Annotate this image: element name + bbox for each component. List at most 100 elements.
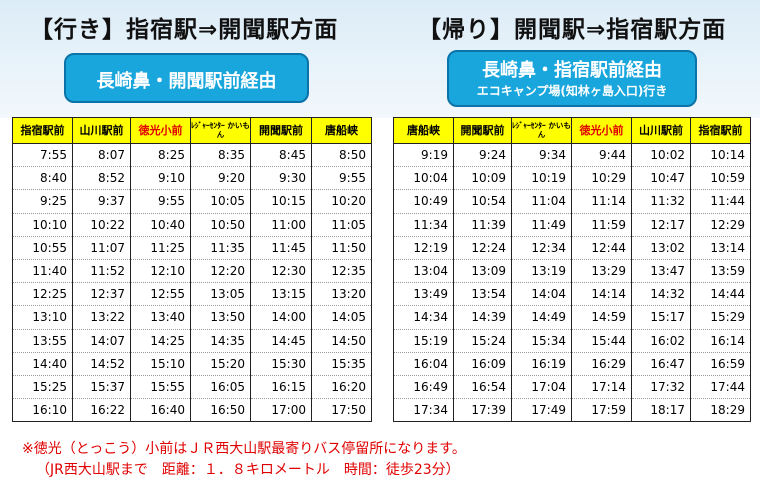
outbound-header-row: 指宿駅前 山川駅前 徳光小前 ﾚｼﾞｬｰｾﾝﾀｰ かいもん 開聞駅前 唐船峡: [12, 117, 372, 144]
outbound-cell: 13:50: [190, 305, 251, 330]
table-row: 13:55 14:07 14:25 14:35 14:45 14:50: [12, 329, 372, 353]
inbound-cell: 9:44: [571, 143, 632, 168]
outbound-cell: 9:55: [311, 166, 372, 191]
outbound-cell: 17:00: [250, 398, 312, 423]
outbound-cell: 9:55: [130, 189, 191, 214]
inbound-cell: 14:49: [511, 305, 572, 330]
outbound-cell: 7:55: [12, 143, 73, 168]
outbound-cell: 15:37: [72, 375, 131, 400]
inbound-cell: 14:34: [393, 305, 454, 330]
outbound-cell: 11:00: [250, 213, 312, 237]
outbound-cell: 8:25: [130, 143, 191, 168]
table-row: 13:49 13:54 14:04 14:14 14:32 14:44: [393, 282, 751, 307]
outbound-cell: 14:40: [12, 352, 73, 376]
inbound-timetable: 唐船峡 開聞駅前 ﾚｼﾞｬｰｾﾝﾀｰ かいもん 徳光小前 山川駅前 指宿駅前 9:19 9:…: [393, 117, 751, 423]
inbound-cell: 16:02: [631, 329, 691, 353]
inbound-cell: 11:14: [571, 189, 632, 214]
table-row: 14:34 14:39 14:49 14:59 15:17 15:29: [393, 305, 751, 330]
outbound-cell: 13:15: [250, 282, 312, 307]
inbound-rows: 9:19 9:24 9:34 9:44 10:02 10:14 10:04 10:09 10:1…: [393, 143, 751, 423]
inbound-cell: 15:34: [511, 329, 572, 353]
outbound-cell: 15:10: [130, 352, 191, 376]
inbound-cell: 16:54: [453, 375, 512, 400]
table-row: 7:55 8:07 8:25 8:35 8:45 8:50: [12, 143, 372, 168]
table-row: 11:40 11:52 12:10 12:20 12:30 12:35: [12, 259, 372, 284]
inbound-cell: 14:32: [631, 282, 691, 307]
outbound-cell: 12:30: [250, 259, 312, 284]
inbound-cell: 13:49: [393, 282, 454, 307]
table-row: 14:40 14:52 15:10 15:20 15:30 15:35: [12, 352, 372, 376]
inbound-cell: 9:24: [453, 143, 512, 168]
outbound-cell: 16:50: [190, 398, 251, 423]
outbound-cell: 12:20: [190, 259, 251, 284]
inbound-cell: 10:29: [571, 166, 632, 191]
outbound-cell: 10:20: [311, 189, 372, 214]
outbound-route-box: 長崎鼻・開聞駅前経由: [64, 53, 309, 103]
outbound-cell: 14:35: [190, 329, 251, 353]
outbound-cell: 12:55: [130, 282, 191, 307]
outbound-cell: 16:20: [311, 375, 372, 400]
table-row: 15:19 15:24 15:34 15:44 16:02 16:14: [393, 329, 751, 353]
outbound-cell: 11:40: [12, 259, 73, 284]
inbound-cell: 17:39: [453, 398, 512, 423]
inbound-cell: 10:09: [453, 166, 512, 191]
outbound-cell: 17:50: [311, 398, 372, 423]
inbound-cell: 10:14: [690, 143, 751, 168]
outbound-header-0: 指宿駅前: [12, 117, 73, 144]
outbound-route-label: 長崎鼻・開聞駅前経由: [96, 71, 277, 92]
outbound-cell: 13:10: [12, 305, 73, 330]
outbound-cell: 8:50: [311, 143, 372, 168]
inbound-cell: 12:19: [393, 236, 454, 260]
inbound-cell: 11:34: [393, 213, 454, 237]
outbound-cell: 12:37: [72, 282, 131, 307]
outbound-cell: 16:40: [130, 398, 191, 423]
outbound-cell: 13:55: [12, 329, 73, 353]
outbound-cell: 14:05: [311, 305, 372, 330]
inbound-cell: 18:29: [690, 398, 751, 423]
inbound-cell: 11:49: [511, 213, 572, 237]
inbound-header-1: 開聞駅前: [453, 117, 512, 144]
outbound-cell: 8:35: [190, 143, 251, 168]
inbound-title: 【帰り】開聞駅⇒指宿駅方面: [418, 17, 727, 43]
table-row: 10:49 10:54 11:04 11:14 11:32 11:44: [393, 189, 751, 214]
inbound-route-box: 長崎鼻・指宿駅前経由 エコキャンプ場(知林ヶ島入口)行き: [447, 50, 697, 107]
inbound-cell: 12:29: [690, 213, 751, 237]
inbound-cell: 16:29: [571, 352, 632, 376]
table-row: 17:34 17:39 17:49 17:59 18:17 18:29: [393, 398, 751, 423]
outbound-cell: 12:10: [130, 259, 191, 284]
outbound-cell: 10:15: [250, 189, 312, 214]
outbound-cell: 11:05: [311, 213, 372, 237]
inbound-cell: 14:59: [571, 305, 632, 330]
outbound-cell: 16:10: [12, 398, 73, 423]
outbound-cell: 14:25: [130, 329, 191, 353]
outbound-cell: 14:07: [72, 329, 131, 353]
outbound-cell: 8:40: [12, 166, 73, 191]
table-row: 10:10 10:22 10:40 10:50 11:00 11:05: [12, 213, 372, 237]
inbound-cell: 12:24: [453, 236, 512, 260]
inbound-cell: 16:47: [631, 352, 691, 376]
inbound-cell: 17:34: [393, 398, 454, 423]
outbound-cell: 10:40: [130, 213, 191, 237]
inbound-cell: 10:02: [631, 143, 691, 168]
table-row: 10:04 10:09 10:19 10:29 10:47 10:59: [393, 166, 751, 191]
outbound-cell: 9:20: [190, 166, 251, 191]
table-row: 9:25 9:37 9:55 10:05 10:15 10:20: [12, 189, 372, 214]
inbound-cell: 16:14: [690, 329, 751, 353]
outbound-cell: 14:50: [311, 329, 372, 353]
inbound-cell: 17:49: [511, 398, 572, 423]
outbound-cell: 9:25: [12, 189, 73, 214]
inbound-cell: 9:19: [393, 143, 454, 168]
outbound-header-2: 徳光小前: [130, 117, 191, 144]
table-row: 15:25 15:37 15:55 16:05 16:15 16:20: [12, 375, 372, 400]
inbound-cell: 10:47: [631, 166, 691, 191]
inbound-cell: 10:59: [690, 166, 751, 191]
table-row: 9:19 9:24 9:34 9:44 10:02 10:14: [393, 143, 751, 168]
outbound-cell: 15:20: [190, 352, 251, 376]
inbound-cell: 16:59: [690, 352, 751, 376]
inbound-cell: 17:14: [571, 375, 632, 400]
inbound-header-3: 徳光小前: [571, 117, 632, 144]
outbound-timetable: 指宿駅前 山川駅前 徳光小前 ﾚｼﾞｬｰｾﾝﾀｰ かいもん 開聞駅前 唐船峡 7:55 8:…: [12, 117, 372, 423]
table-row: 12:25 12:37 12:55 13:05 13:15 13:20: [12, 282, 372, 307]
table-row: 16:04 16:09 16:19 16:29 16:47 16:59: [393, 352, 751, 376]
inbound-cell: 16:19: [511, 352, 572, 376]
